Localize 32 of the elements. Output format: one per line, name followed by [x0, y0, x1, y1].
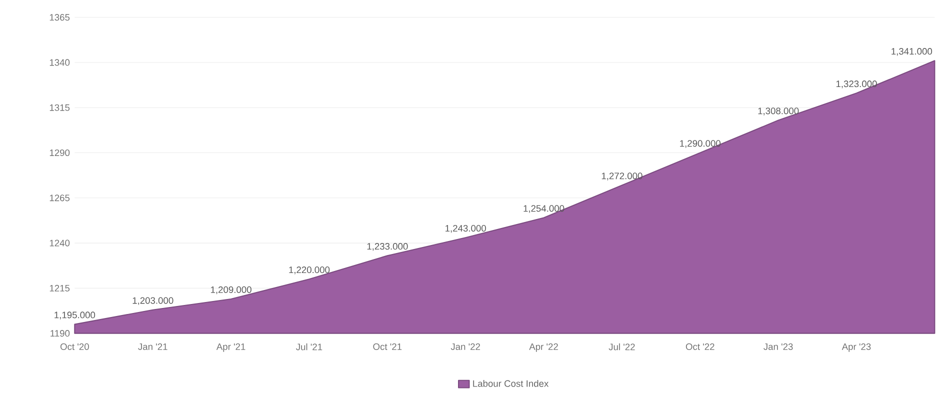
- data-label: 1,323.000: [836, 80, 877, 88]
- y-tick-label: 1290: [50, 149, 70, 156]
- data-label: 1,290.000: [680, 140, 721, 148]
- y-tick-label: 1365: [50, 14, 70, 21]
- y-tick-label: 1265: [50, 194, 70, 202]
- data-label: 1,233.000: [367, 243, 408, 251]
- x-tick-label: Oct '22: [686, 343, 714, 350]
- data-label: 1,209.000: [210, 286, 252, 294]
- x-tick-label: Apr '21: [216, 343, 246, 352]
- legend-label: Labour Cost Index: [473, 380, 549, 387]
- data-label: 1,308.000: [758, 108, 799, 116]
- x-tick-label: Jan '23: [764, 343, 793, 350]
- y-tick-label: 1190: [50, 330, 70, 337]
- data-label: 1,243.000: [446, 225, 486, 233]
- x-tick-label: Jul '22: [608, 343, 635, 350]
- data-label: 1,272.000: [602, 172, 642, 180]
- data-label: 1,254.000: [524, 205, 564, 213]
- x-tick-label: Jan '22: [450, 343, 480, 350]
- x-tick-label: Apr '23: [842, 343, 871, 352]
- x-tick-label: Oct '21: [373, 343, 402, 350]
- y-tick-label: 1340: [50, 59, 70, 66]
- data-label: 1,220.000: [289, 266, 330, 274]
- x-tick-label: Jul '21: [296, 343, 322, 350]
- x-tick-label: Jan '21: [138, 343, 168, 350]
- data-label: 1,203.000: [132, 297, 174, 305]
- y-tick-label: 1215: [50, 284, 70, 292]
- x-tick-label: Apr '22: [529, 343, 558, 352]
- y-tick-label: 1240: [50, 240, 70, 246]
- x-tick-label: Oct '20: [60, 343, 89, 350]
- data-label: 1,341.000: [892, 48, 932, 56]
- y-tick-label: 1315: [50, 104, 70, 111]
- data-label: 1,195.000: [54, 312, 96, 320]
